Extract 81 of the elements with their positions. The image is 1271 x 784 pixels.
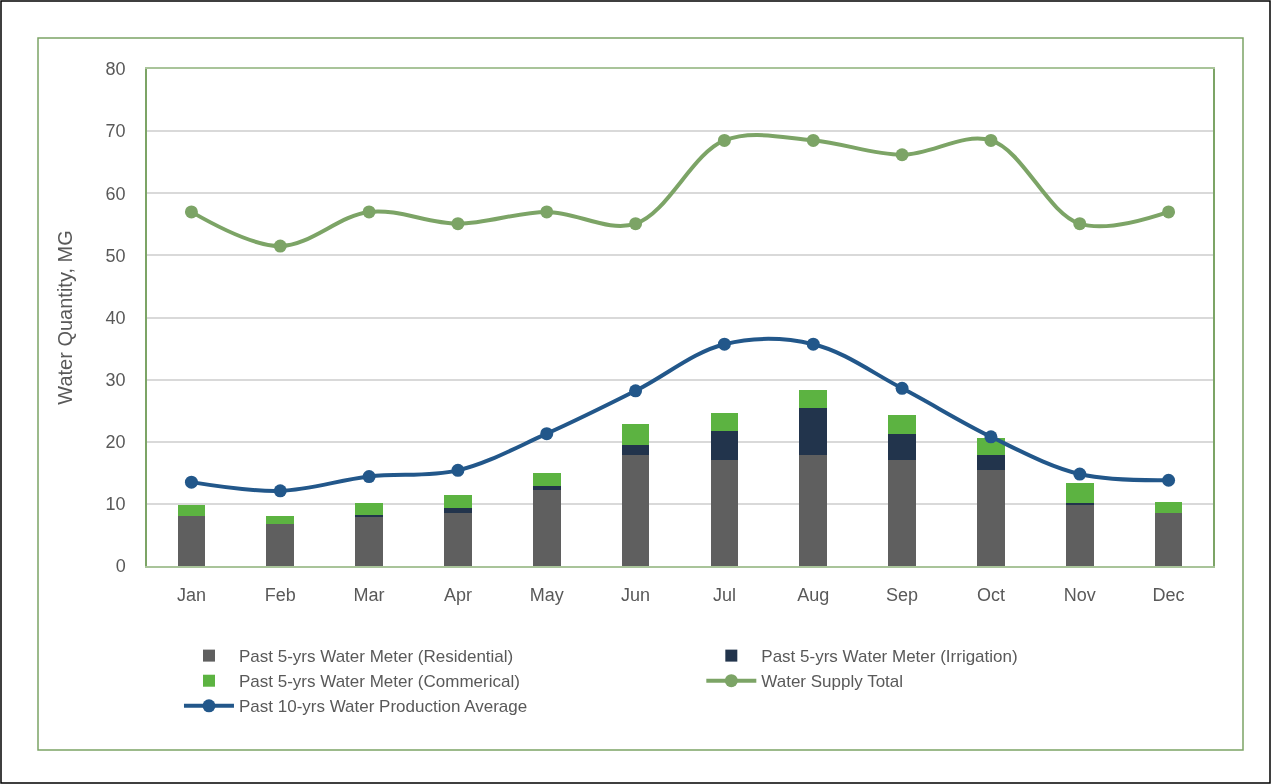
- point: [984, 133, 998, 147]
- bar: [621, 455, 650, 566]
- point: [184, 205, 198, 219]
- bar: [532, 472, 561, 487]
- y-tick-label: 20: [105, 432, 126, 453]
- point: [451, 463, 465, 477]
- bar: [266, 515, 295, 525]
- bar: [1065, 504, 1094, 566]
- bar: [532, 489, 561, 566]
- bar: [1154, 513, 1183, 566]
- bar: [444, 495, 472, 508]
- bar: [888, 434, 916, 460]
- bar: [621, 445, 650, 456]
- bar: [977, 455, 1005, 470]
- bar: [355, 502, 383, 516]
- bar: [710, 412, 739, 432]
- point: [717, 133, 731, 147]
- x-tick-label: May: [529, 585, 564, 606]
- point: [1162, 473, 1176, 487]
- bar: [888, 415, 916, 435]
- x-tick-label: Jun: [621, 585, 651, 606]
- point: [629, 217, 643, 231]
- x-tick-label: Oct: [976, 585, 1005, 606]
- bar: [1065, 483, 1094, 503]
- point: [1162, 205, 1176, 219]
- point: [273, 484, 287, 498]
- bar: [355, 516, 383, 566]
- legend-label: Past 5-yrs Water Meter (Residential): [238, 647, 514, 667]
- bar: [444, 512, 472, 566]
- x-tick-label: Mar: [353, 585, 385, 606]
- bar: [799, 389, 828, 409]
- x-tick-label: Dec: [1152, 585, 1185, 606]
- bar: [621, 424, 650, 446]
- legend-label: Water Supply Total: [761, 672, 904, 692]
- point: [273, 239, 287, 253]
- point: [362, 470, 376, 484]
- bar: [888, 459, 916, 566]
- y-tick-label: 30: [105, 369, 126, 390]
- point: [362, 205, 376, 219]
- y-tick-label: 40: [105, 307, 126, 328]
- y-tick-label: 10: [105, 494, 126, 515]
- point: [1073, 467, 1087, 481]
- x-tick-label: Sep: [886, 585, 919, 606]
- point: [895, 148, 909, 162]
- bar: [266, 524, 295, 566]
- bar: [710, 459, 739, 566]
- legend-label: Past 5-yrs Water Meter (Irrigation): [761, 647, 1018, 667]
- point: [895, 381, 909, 395]
- y-tick-label: 0: [115, 556, 126, 577]
- bar: [1154, 502, 1183, 514]
- x-tick-label: Feb: [264, 585, 296, 606]
- x-tick-label: Apr: [443, 585, 472, 606]
- y-tick-label: 80: [105, 59, 126, 80]
- x-tick-label: Aug: [797, 585, 830, 606]
- legend-label: Past 10-yrs Water Production Average: [238, 697, 528, 717]
- point: [806, 133, 820, 147]
- x-tick-label: Jan: [176, 585, 206, 606]
- y-tick-label: 70: [105, 121, 126, 142]
- y-tick-label: 60: [105, 183, 126, 204]
- bar: [977, 469, 1005, 566]
- point: [1073, 217, 1087, 231]
- y-tick-label: 50: [105, 245, 126, 266]
- point: [540, 427, 554, 441]
- point: [629, 384, 643, 398]
- bar: [799, 408, 828, 456]
- bar: [177, 515, 206, 566]
- y-axis-title: Water Quantity, MG: [53, 230, 76, 405]
- bar: [444, 507, 472, 513]
- x-tick-label: Nov: [1063, 585, 1096, 606]
- x-tick-label: Jul: [712, 585, 736, 606]
- point: [540, 205, 554, 219]
- bar: [710, 431, 739, 460]
- bar: [799, 455, 828, 566]
- point: [184, 475, 198, 489]
- point: [717, 337, 731, 351]
- bar: [532, 486, 561, 490]
- point: [806, 337, 820, 351]
- legend-label: Past 5-yrs Water Meter (Commerical): [238, 672, 520, 692]
- bar: [177, 505, 206, 516]
- point: [984, 430, 998, 444]
- point: [451, 217, 465, 231]
